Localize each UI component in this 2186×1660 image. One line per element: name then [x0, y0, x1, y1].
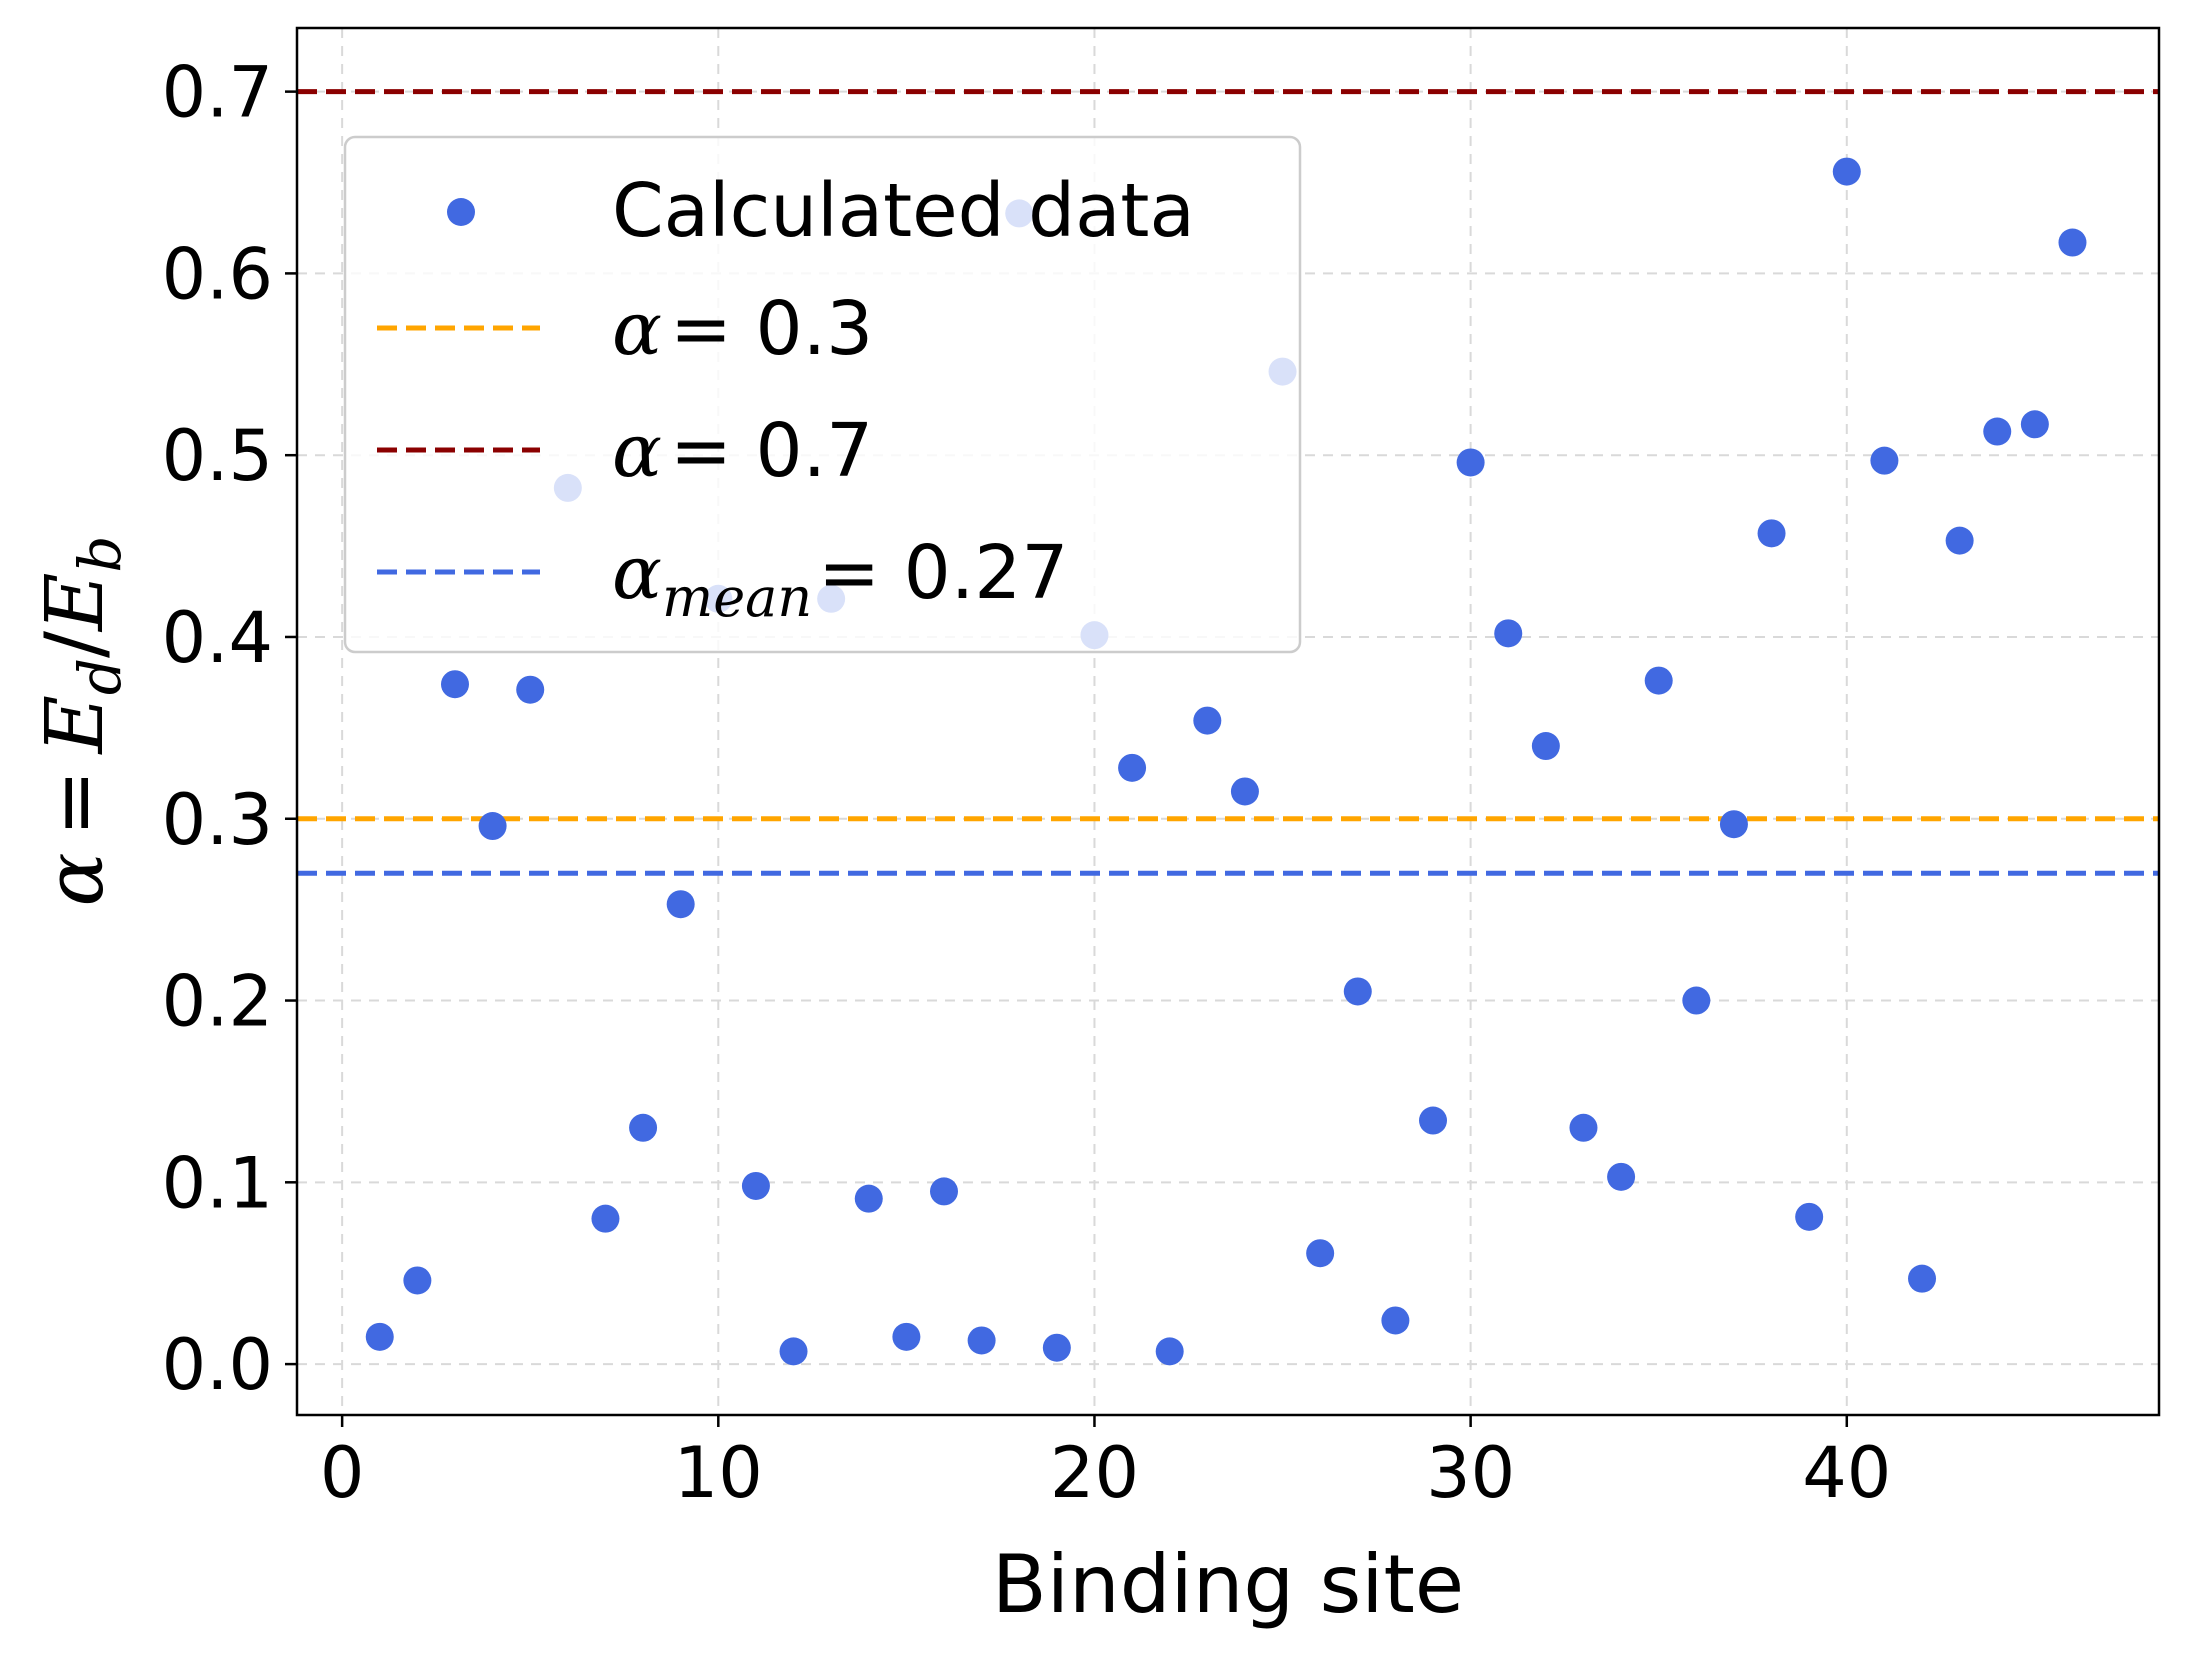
legend-entry-alpha-03: α = 0.3: [377, 286, 873, 372]
data-point: [629, 1113, 658, 1142]
legend-alpha-03-value: = 0.3: [670, 286, 873, 372]
legend-label-alpha-07: α = 0.7: [612, 408, 873, 494]
y-label-sub-b: b: [66, 535, 134, 572]
data-point: [929, 1177, 958, 1206]
legend-box: [343, 135, 1302, 654]
data-point: [2020, 410, 2049, 439]
legend-alpha-07-value: = 0.7: [670, 408, 873, 494]
x-tick-label: 0: [320, 1432, 365, 1514]
y-label-slash: /: [28, 631, 121, 658]
legend-entry-alpha-07: α = 0.7: [377, 408, 873, 494]
data-point: [1644, 666, 1673, 695]
data-point: [1757, 519, 1786, 548]
data-point: [1531, 732, 1560, 761]
data-point: [516, 675, 545, 704]
x-axis-ticks: 0 10 20 30 40: [320, 1415, 1891, 1514]
data-point: [1795, 1202, 1824, 1231]
data-point: [666, 890, 695, 919]
y-label-e: E: [28, 695, 121, 755]
data-point: [1569, 1113, 1598, 1142]
data-point: [1381, 1306, 1410, 1335]
legend-alpha-mean-value: = 0.27: [818, 530, 1068, 616]
data-point: [1456, 448, 1485, 477]
x-tick-label: 30: [1426, 1432, 1515, 1514]
y-tick-label: 0.1: [162, 1142, 273, 1224]
y-tick-label: 0.4: [162, 597, 273, 679]
legend-label-alpha-03: α = 0.3: [612, 286, 873, 372]
data-point: [779, 1337, 808, 1366]
data-point: [1306, 1239, 1335, 1268]
legend-mean-subscript: mean: [662, 566, 812, 629]
x-tick-label: 10: [674, 1432, 763, 1514]
data-point: [1870, 446, 1899, 475]
data-point: [1682, 986, 1711, 1015]
legend-entry-calculated-data: Calculated data: [447, 168, 1195, 254]
legend-alpha-symbol: α: [612, 408, 662, 494]
y-axis-ticks: 0.0 0.1 0.2 0.3 0.4 0.5 0.6 0.7: [162, 52, 297, 1406]
y-tick-label: 0.3: [162, 779, 273, 861]
y-tick-label: 0.2: [162, 961, 273, 1043]
y-tick-label: 0.5: [162, 415, 273, 497]
legend-label-calculated-data: Calculated data: [612, 168, 1195, 254]
y-label-sub-d: d: [66, 658, 134, 695]
data-point: [1042, 1333, 1071, 1362]
data-point: [1494, 619, 1523, 648]
data-point: [478, 812, 507, 841]
y-label-equals: =: [28, 769, 121, 836]
data-point: [403, 1266, 432, 1295]
legend-entry-alpha-mean: αmean= 0.27: [377, 530, 1068, 629]
y-axis-label: α=Ed/Eb: [28, 535, 134, 906]
plot-frame: [295, 26, 2161, 1417]
legend-marker-calculated-data: [447, 198, 475, 226]
legend-alpha-symbol: α: [612, 530, 662, 616]
data-point: [1945, 526, 1974, 555]
data-point: [741, 1171, 770, 1200]
data-point: [1118, 753, 1147, 782]
data-point: [854, 1184, 883, 1213]
data-point: [2058, 228, 2087, 257]
y-tick-label: 0.0: [162, 1324, 273, 1406]
data-point: [1607, 1162, 1636, 1191]
data-point: [1983, 417, 2012, 446]
y-tick-label: 0.7: [162, 52, 273, 134]
legend-label-alpha-mean: αmean= 0.27: [612, 530, 1068, 629]
data-point: [591, 1204, 620, 1233]
legend: Calculated data α = 0.3 α = 0.7 αmean= 0.2…: [343, 135, 1302, 654]
data-point: [1908, 1264, 1937, 1293]
data-point: [1343, 977, 1372, 1006]
data-point: [1193, 706, 1222, 735]
data-point: [1719, 810, 1748, 839]
data-point: [1230, 777, 1259, 806]
x-axis-label: Binding site: [992, 1538, 1464, 1631]
data-point: [1832, 157, 1861, 186]
data-point: [1419, 1106, 1448, 1135]
data-point: [1155, 1337, 1184, 1366]
data-point: [892, 1322, 921, 1351]
legend-alpha-symbol: α: [612, 286, 662, 372]
data-point: [967, 1326, 996, 1355]
reference-lines: [297, 89, 2159, 876]
data-point: [365, 1322, 394, 1351]
y-label-alpha: α: [28, 853, 121, 907]
y-label-e2: E: [28, 573, 121, 633]
data-point: [440, 670, 469, 699]
x-tick-label: 40: [1802, 1432, 1891, 1514]
x-tick-label: 20: [1050, 1432, 1139, 1514]
y-tick-label: 0.6: [162, 233, 273, 315]
